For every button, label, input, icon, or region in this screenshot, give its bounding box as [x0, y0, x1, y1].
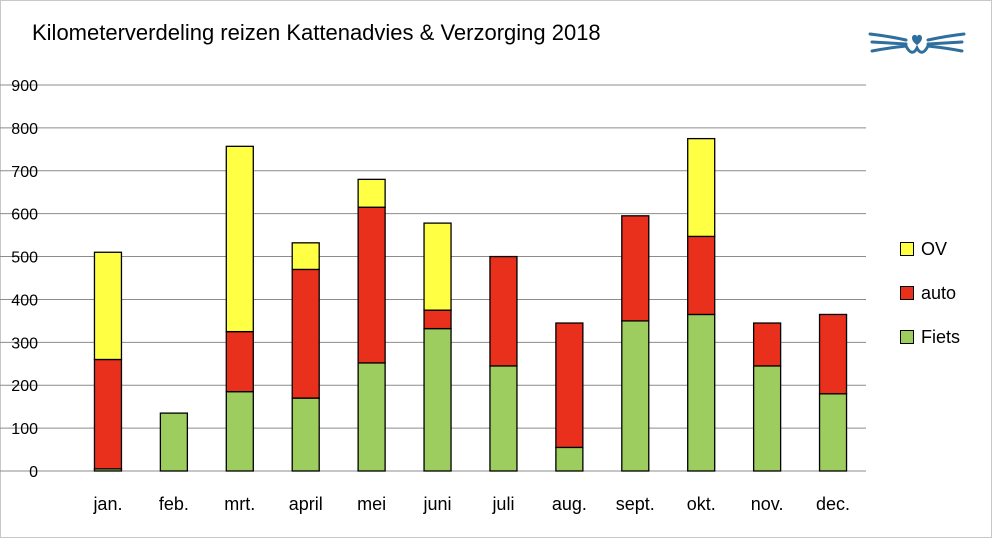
bar-ov-4: [291, 242, 320, 271]
bar-auto-5: [357, 206, 386, 364]
y-tick-label-600: 600: [11, 207, 38, 224]
bar-ov-1: [93, 251, 123, 361]
bar-auto-8: [555, 322, 584, 449]
bar-auto-12: [818, 313, 848, 395]
x-tick-label-7: juli: [491, 494, 514, 514]
y-tick-label-300: 300: [11, 335, 38, 352]
bar-fiets-12: [818, 393, 848, 472]
bar-ov-6: [423, 222, 452, 311]
legend-label-fiets: Fiets: [921, 326, 961, 347]
bar-auto-4: [291, 268, 320, 399]
bar-auto-1: [93, 358, 123, 470]
legend-item-ov: OV: [900, 238, 960, 260]
y-tick-label-0: 0: [29, 464, 38, 481]
legend-swatch-ov: [900, 242, 914, 256]
bar-auto-6: [423, 309, 452, 330]
y-tick-label-400: 400: [11, 292, 38, 309]
legend-swatch-auto: [900, 286, 914, 300]
y-tick-label-200: 200: [11, 378, 38, 395]
chart-title: Kilometerverdeling reizen Kattenadvies &…: [32, 20, 601, 45]
legend-item-fiets: Fiets: [900, 326, 960, 348]
bar-fiets-9: [621, 320, 650, 472]
legend-swatch-fiets: [900, 330, 914, 344]
bar-ov-10: [687, 137, 716, 238]
x-tick-label-12: dec.: [816, 494, 850, 514]
bar-ov-3: [225, 145, 254, 333]
x-tick-label-10: okt.: [687, 494, 716, 514]
bar-ov-5: [357, 178, 386, 208]
x-tick-label-2: feb.: [159, 494, 189, 514]
y-tick-label-800: 800: [11, 121, 38, 138]
x-tick-label-5: mei: [357, 494, 386, 514]
bar-auto-3: [225, 330, 254, 393]
y-tick-label-900: 900: [11, 78, 38, 95]
y-tick-label-500: 500: [11, 250, 38, 267]
x-tick-label-4: april: [289, 494, 323, 514]
bar-fiets-3: [225, 391, 254, 472]
bar-fiets-2: [159, 412, 189, 472]
legend-label-auto: auto: [921, 282, 957, 303]
x-tick-label-1: jan.: [92, 494, 122, 514]
x-tick-label-6: juni: [423, 494, 452, 514]
legend-item-auto: auto: [900, 282, 960, 304]
bar-fiets-6: [423, 327, 452, 472]
bar-fiets-4: [291, 397, 320, 472]
x-tick-label-3: mrt.: [224, 494, 255, 514]
bar-fiets-8: [555, 446, 584, 472]
bar-auto-10: [687, 235, 716, 316]
bar-auto-11: [752, 322, 782, 367]
bar-fiets-11: [752, 365, 782, 472]
bar-auto-9: [621, 215, 650, 322]
y-tick-label-100: 100: [11, 421, 38, 438]
x-tick-label-11: nov.: [751, 494, 784, 514]
bar-auto-7: [489, 255, 518, 367]
x-tick-label-8: aug.: [552, 494, 587, 514]
legend: OV auto Fiets: [900, 238, 960, 370]
legend-label-ov: OV: [921, 238, 948, 259]
bar-fiets-7: [489, 365, 518, 472]
y-tick-label-700: 700: [11, 164, 38, 181]
bar-fiets-10: [687, 313, 716, 472]
cat-face-icon: [868, 32, 966, 54]
bar-fiets-5: [357, 362, 386, 472]
x-tick-label-9: sept.: [616, 494, 655, 514]
